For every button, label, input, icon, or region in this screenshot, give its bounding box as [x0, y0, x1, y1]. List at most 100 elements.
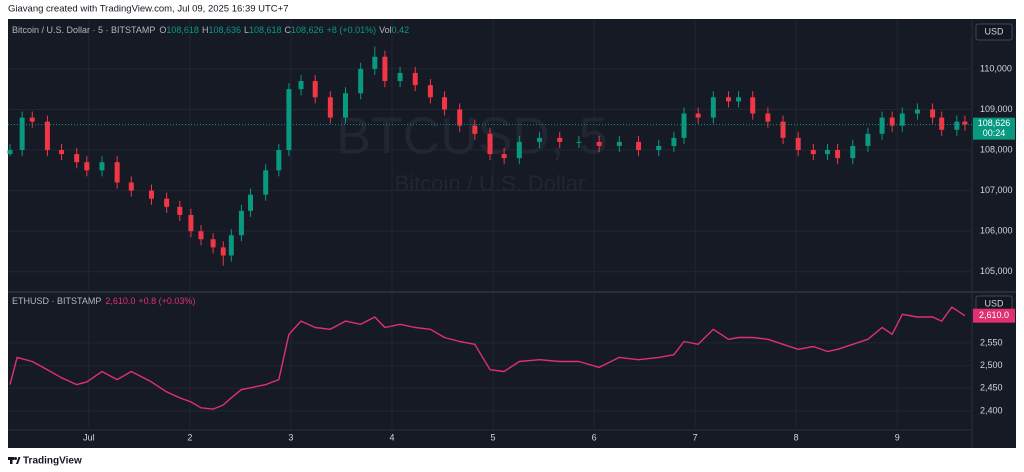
x-tick-label: 4: [389, 432, 394, 442]
candle-body: [835, 150, 841, 159]
candle-body: [29, 117, 35, 122]
candle-body: [695, 113, 701, 118]
grid: [8, 19, 972, 430]
symbol: Bitcoin / U.S. Dollar · 5 · BITSTAMP: [12, 25, 155, 35]
price-tag-label: 108,626: [978, 118, 1011, 128]
change: +0.8 (+0.03%): [138, 296, 195, 306]
y-tick-label: 2,500: [980, 360, 1003, 370]
candle-body: [810, 150, 816, 155]
candle-body: [397, 72, 403, 82]
candle-body: [148, 190, 154, 199]
vol-label: Vol: [379, 25, 392, 35]
candle-body: [276, 150, 282, 171]
candle-body: [780, 121, 786, 138]
x-tick-label: 2: [187, 432, 192, 442]
candle-body: [765, 113, 771, 122]
marks: [7, 46, 972, 410]
y-tick-label: 106,000: [980, 226, 1013, 236]
y-tick-label: 110,000: [980, 63, 1012, 73]
logo-shape: [14, 457, 17, 460]
candle-body: [248, 194, 254, 211]
candle-body: [889, 117, 895, 126]
candle-body: [198, 231, 204, 240]
candle-body: [537, 137, 543, 142]
candle-body: [412, 72, 418, 86]
candle-body: [372, 56, 378, 69]
ohlc-value: 108,626: [291, 25, 324, 35]
candle-body: [457, 109, 463, 126]
footer: TradingView: [23, 456, 82, 467]
candle-body: [516, 141, 522, 159]
candle-body: [382, 56, 388, 82]
price-tag: [973, 117, 1015, 140]
currency[interactable]: USD: [984, 26, 1004, 36]
x-tick-label: Jul: [83, 432, 95, 442]
candle-body: [850, 145, 856, 159]
vol-value: 0.42: [392, 25, 410, 35]
candle-body: [930, 109, 936, 118]
ohlc-value: 108,618: [249, 25, 282, 35]
logo-shape: [10, 457, 13, 464]
candle-body: [128, 182, 134, 191]
ohlc-label: C: [285, 25, 292, 35]
candle-body: [899, 113, 905, 126]
candle-body: [114, 162, 120, 183]
candle-body: [596, 141, 602, 146]
candle-body: [312, 81, 318, 98]
candle-body: [656, 145, 662, 151]
candle-body: [228, 235, 234, 256]
candle-body: [210, 239, 216, 248]
candle-body: [263, 170, 269, 195]
candle-body: [487, 133, 493, 155]
symbol: ETHUSD · BITSTAMP: [12, 296, 101, 306]
price-tag: [973, 308, 1015, 323]
candle-body: [962, 121, 968, 125]
candle-body: [750, 97, 756, 114]
candle-body: [501, 154, 507, 159]
ohlc-value: 108,618: [166, 25, 199, 35]
candle-body: [472, 125, 478, 134]
candle-body: [59, 150, 65, 155]
logo: [8, 457, 21, 464]
logo-shape: [16, 457, 21, 464]
price-tag-label: 2,610.0: [979, 310, 1009, 320]
candle-body: [220, 247, 226, 256]
candle-body: [710, 97, 716, 118]
candle-body: [442, 97, 448, 110]
y-tick-label: 2,450: [980, 383, 1003, 393]
candle-body: [358, 68, 364, 94]
candle-body: [939, 117, 945, 130]
x-tick-label: 5: [491, 432, 496, 442]
countdown: 00:24: [983, 128, 1006, 138]
x-tick-label: 3: [288, 432, 293, 442]
y-tick-label: 108,000: [980, 144, 1013, 154]
candle-body: [865, 133, 871, 146]
candle-body: [84, 162, 90, 171]
candle-body: [681, 113, 687, 138]
candle-body: [19, 117, 25, 151]
candle-body: [7, 150, 13, 155]
candle-body: [795, 137, 801, 151]
y-tick-label: 109,000: [980, 104, 1013, 114]
candle-body: [343, 93, 349, 118]
watermark: BTCUSD, 5: [336, 108, 608, 166]
currency[interactable]: USD: [984, 298, 1004, 308]
change: +8 (+0.01%): [327, 25, 377, 35]
candle-body: [825, 150, 831, 155]
candle-body: [427, 85, 433, 98]
caption: Giavang created with TradingView.com, Ju…: [8, 4, 289, 15]
candle-body: [736, 97, 742, 102]
candle-body: [164, 198, 170, 207]
candle-body: [74, 154, 80, 163]
candle-body: [725, 97, 731, 102]
btc-legend: Bitcoin / U.S. Dollar · 5 · BITSTAMP O108…: [12, 25, 409, 35]
x-tick-label: 8: [794, 432, 799, 442]
currency-box[interactable]: [975, 23, 1013, 41]
y-tick-label: 105,000: [980, 266, 1013, 276]
candle-body: [44, 121, 50, 151]
ohlc-label: L: [244, 25, 249, 35]
candle-body: [954, 121, 960, 130]
x-tick-label: 9: [895, 432, 900, 442]
